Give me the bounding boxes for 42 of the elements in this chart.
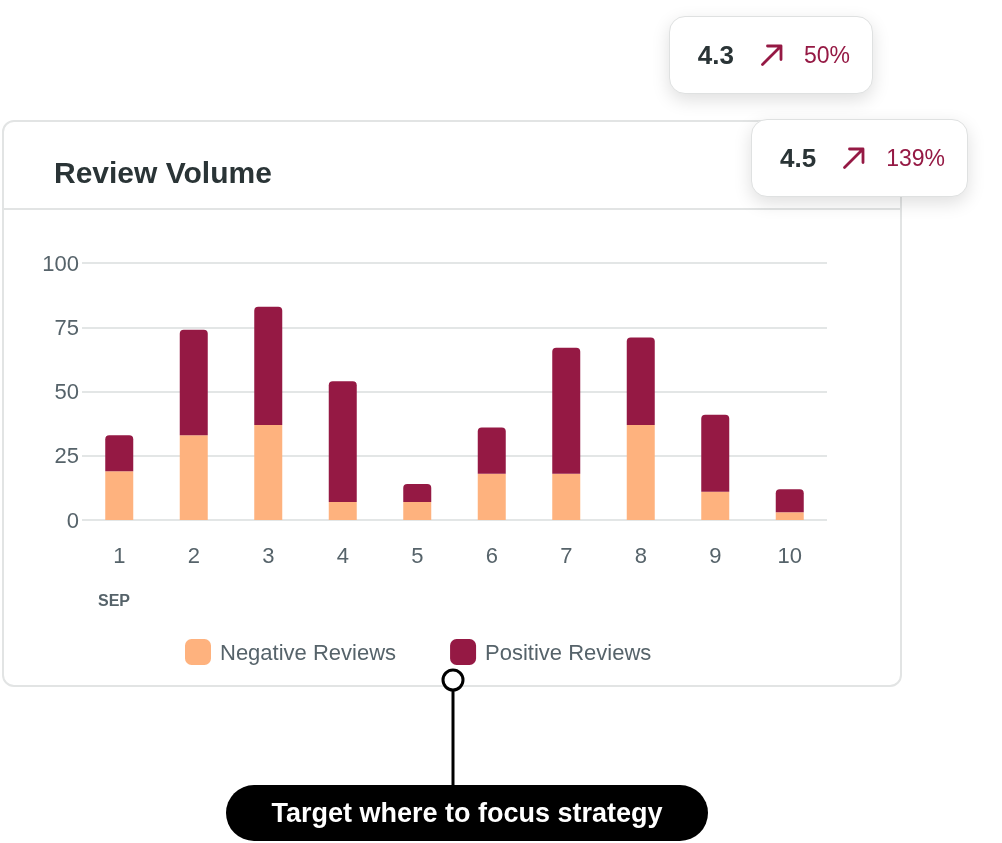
x-axis-title: SEP (98, 591, 131, 609)
bar (179, 329, 208, 436)
y-tick-label: 0 (66, 507, 79, 533)
bar (254, 306, 283, 425)
bar (775, 489, 804, 513)
bar (626, 337, 655, 425)
bar (403, 502, 432, 520)
bar (105, 471, 134, 520)
x-tick-label: 5 (411, 542, 424, 568)
bar (701, 414, 730, 492)
legend-label: Negative Reviews (220, 639, 397, 665)
x-tick-label: 8 (634, 542, 647, 568)
bar (328, 502, 357, 520)
x-tick-label: 1 (113, 542, 126, 568)
bar (626, 424, 655, 520)
x-tick-label: 7 (560, 542, 573, 568)
bar (105, 435, 134, 472)
bar (701, 491, 730, 520)
bar (477, 427, 506, 474)
bar (477, 473, 506, 520)
chart-title: Review Volume (54, 155, 272, 189)
x-tick-label: 6 (485, 542, 498, 568)
bar (552, 473, 581, 520)
y-tick-label: 50 (54, 379, 79, 404)
y-tick-label: 75 (54, 314, 79, 340)
legend-label: Positive Reviews (485, 639, 652, 665)
bar (552, 347, 581, 474)
callout-pill: Target where to focus strategy (226, 785, 708, 841)
bar (254, 424, 283, 520)
bar (179, 435, 208, 520)
x-tick-label: 10 (777, 542, 802, 568)
bar (403, 484, 432, 503)
rating-card: 4.5 139% (751, 119, 968, 197)
bar (328, 381, 357, 503)
x-tick-label: 3 (262, 542, 275, 568)
y-tick-label: 100 (42, 250, 79, 276)
x-tick-label: 4 (336, 542, 349, 568)
rating-card: 4.3 50% (668, 16, 873, 94)
bar (775, 512, 804, 520)
x-tick-label: 9 (709, 542, 722, 568)
y-tick-label: 25 (54, 443, 79, 469)
x-tick-label: 2 (187, 542, 200, 568)
